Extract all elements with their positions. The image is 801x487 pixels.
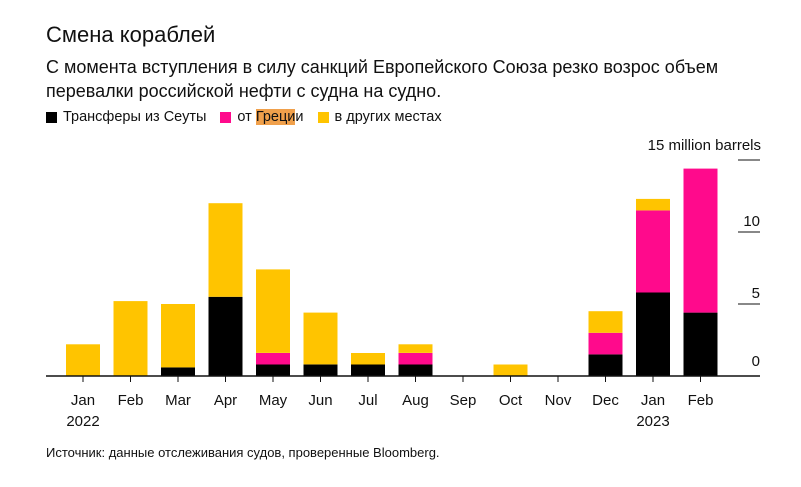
x-tick-label-2: Mar — [165, 392, 191, 409]
bar-segment-13-series-1 — [683, 168, 718, 313]
legend-label-greece-post: и — [295, 109, 304, 125]
bar-segment-11-series-0 — [588, 354, 623, 376]
bar-segment-11-series-1 — [588, 332, 623, 355]
legend-label-ceuta: Трансферы из Сеуты — [63, 109, 207, 125]
legend-label-greece-pre: от — [237, 109, 256, 125]
x-tick-label-11: Dec — [592, 392, 619, 409]
x-tick-label-1: Feb — [118, 392, 144, 409]
x-tick-label-5: Jun — [308, 392, 332, 409]
legend-item-ceuta: Трансферы из Сеуты — [46, 109, 206, 125]
chart-subtitle: С момента вступления в силу санкций Евро… — [46, 57, 719, 101]
y-tick-label-0: 0 — [752, 353, 760, 370]
x-tick-label-13: Feb — [688, 392, 714, 409]
x-tick-label-8: Sep — [450, 392, 477, 409]
bar-segment-1-series-2 — [113, 301, 148, 376]
bar-segment-7-series-2 — [398, 344, 433, 353]
legend-item-other: в других местах — [317, 109, 442, 125]
x-tick-label-3: Apr — [214, 392, 237, 409]
legend-swatch-greece — [220, 111, 232, 123]
x-tick-label-9: Oct — [499, 392, 523, 409]
bar-segment-5-series-2 — [303, 312, 338, 365]
bar-segment-6-series-2 — [351, 353, 385, 365]
bar-segment-6-series-0 — [351, 364, 385, 376]
x-tick-label-7: Aug — [402, 392, 429, 409]
bar-segment-5-series-0 — [303, 364, 338, 376]
chart-legend: Трансферы из Сеуты от Греци и в других ме… — [46, 109, 456, 125]
legend-swatch-ceuta — [46, 111, 57, 123]
bar-segment-13-series-0 — [683, 312, 718, 376]
y-tick-label-2: 10 — [743, 213, 760, 230]
bar-segment-3-series-0 — [208, 296, 243, 376]
bar-segment-4-series-0 — [256, 364, 290, 376]
bar-segment-3-series-2 — [208, 203, 243, 297]
bar-segment-12-series-0 — [636, 292, 670, 376]
bar-segment-4-series-2 — [256, 269, 290, 353]
bar-segment-9-series-2 — [493, 364, 528, 376]
x-year-label-0: 2022 — [66, 413, 99, 430]
x-tick-label-4: May — [259, 392, 288, 409]
bar-segment-4-series-1 — [256, 353, 290, 365]
x-tick-label-0: Jan — [71, 392, 95, 409]
legend-item-greece: от Греци и — [220, 109, 304, 125]
bar-segment-7-series-0 — [398, 364, 433, 376]
bar-segment-7-series-1 — [398, 353, 433, 365]
x-tick-label-10: Nov — [545, 392, 572, 409]
bar-segment-0-series-2 — [66, 344, 100, 376]
x-tick-label-6: Jul — [358, 392, 377, 409]
x-tick-label-12: Jan — [641, 392, 665, 409]
source-note: Источник: данные отслеживания судов, про… — [46, 445, 440, 460]
bar-segment-12-series-1 — [636, 210, 670, 293]
bar-segment-11-series-2 — [588, 311, 623, 333]
bar-segment-2-series-2 — [161, 304, 195, 368]
x-year-label-12: 2023 — [636, 413, 669, 430]
bar-segment-12-series-2 — [636, 198, 670, 211]
legend-swatch-other — [317, 111, 329, 123]
legend-label-greece-highlight: Греци — [255, 109, 296, 125]
bar-segment-2-series-0 — [161, 367, 195, 376]
legend-label-other: в других местах — [334, 109, 442, 125]
chart-title: Смена кораблей — [46, 22, 216, 47]
y-axis-unit-label: 15 million barrels — [647, 137, 761, 154]
y-tick-label-1: 5 — [752, 285, 760, 302]
